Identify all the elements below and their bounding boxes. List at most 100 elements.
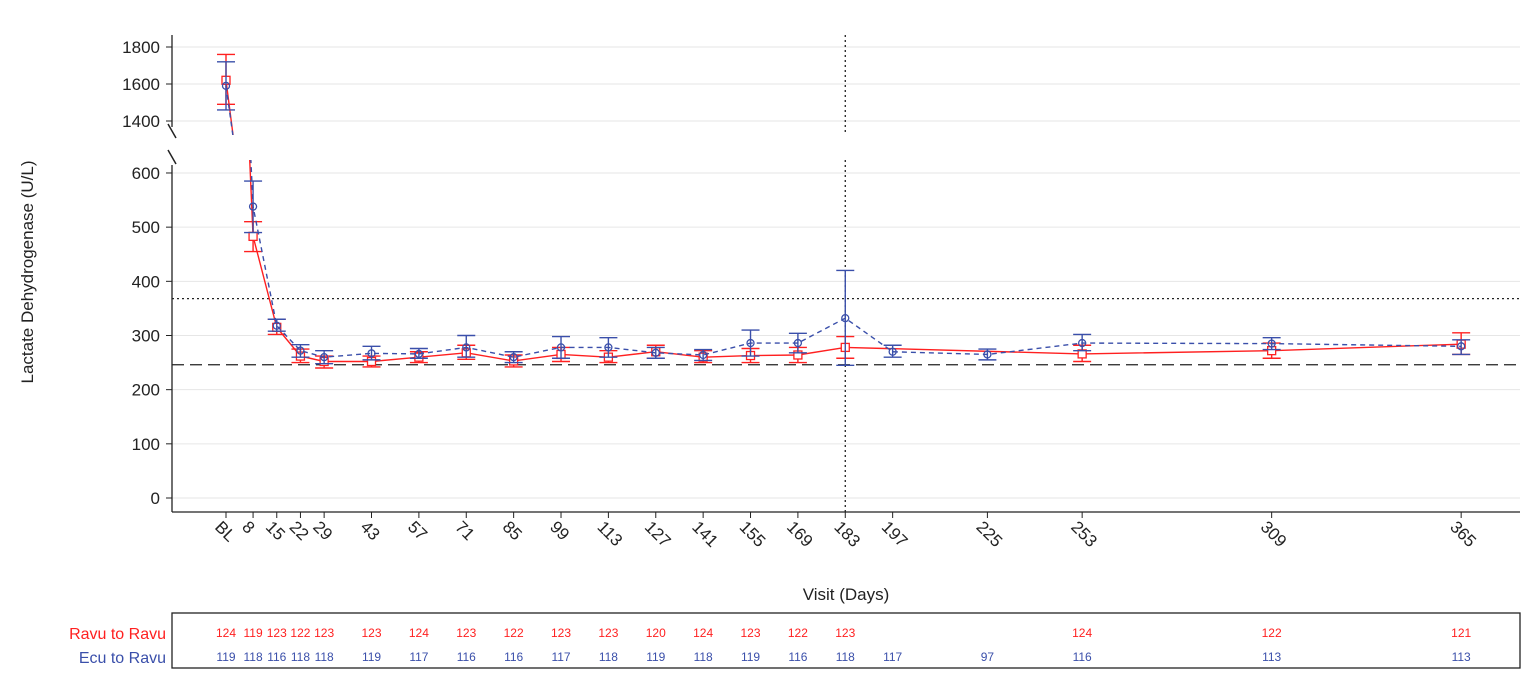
data-point-ecu (698, 350, 708, 360)
x-tick-label: 99 (546, 517, 573, 544)
n-count-ravu: 120 (646, 626, 666, 640)
n-count-ecu: 116 (504, 650, 523, 664)
data-point-ecu (983, 350, 992, 359)
x-tick-label: 183 (830, 517, 863, 550)
data-point-ecu (651, 348, 660, 357)
n-count-ravu: 123 (456, 626, 476, 640)
x-tick-label: 141 (688, 517, 721, 550)
n-count-ecu: 119 (362, 650, 381, 664)
data-point-ecu (221, 81, 231, 90)
n-count-ravu: 121 (1451, 626, 1471, 640)
y-tick-label: 200 (132, 381, 160, 400)
series-line-ravu (225, 80, 234, 135)
n-count-ravu: 123 (835, 626, 855, 640)
y-axis-label: Lactate Dehydrogenase (U/L) (18, 160, 37, 383)
data-point-ecu (1267, 339, 1276, 348)
x-tick-label: 127 (641, 517, 674, 550)
data-point-ecu (296, 346, 305, 355)
x-tick-label: BL (211, 517, 239, 545)
data-point-ecu (556, 343, 566, 352)
data-point-ecu (604, 343, 613, 352)
series-line-ravu (249, 160, 1462, 363)
x-tick-label: 22 (286, 517, 313, 544)
n-count-ecu: 118 (315, 650, 334, 664)
n-count-ravu: 124 (409, 626, 429, 640)
n-count-ravu: 122 (290, 626, 310, 640)
n-count-ravu: 123 (741, 626, 761, 640)
y-tick-label: 1600 (122, 75, 160, 94)
n-count-ravu: 122 (788, 626, 808, 640)
x-tick-label: 225 (973, 517, 1006, 550)
n-count-ecu: 118 (244, 650, 263, 664)
y-tick-label: 400 (132, 272, 160, 291)
n-count-ecu: 117 (883, 650, 902, 664)
y-tick-label: 500 (132, 218, 160, 237)
n-count-ecu: 116 (1073, 650, 1092, 664)
n-count-ravu: 124 (1072, 626, 1092, 640)
n-count-ecu: 113 (1452, 650, 1471, 664)
data-point-ecu (509, 353, 518, 362)
x-tick-label: 43 (357, 517, 384, 544)
n-count-ecu: 116 (788, 650, 807, 664)
x-tick-label: 71 (451, 517, 478, 544)
data-point-ecu (746, 338, 755, 348)
y-tick-label: 1800 (122, 38, 160, 57)
x-tick-label: 15 (262, 517, 289, 544)
data-point-ecu (248, 202, 258, 211)
data-point-ravu (248, 231, 258, 242)
n-count-ravu: 123 (361, 626, 381, 640)
x-tick-label: 155 (736, 517, 769, 550)
n-count-ecu: 117 (409, 650, 428, 664)
data-point-ecu (272, 321, 281, 330)
y-tick-label: 300 (132, 326, 160, 345)
data-point-ecu (1078, 338, 1087, 348)
data-point-ecu (319, 353, 329, 362)
x-axis-label: Visit (Days) (803, 585, 890, 604)
x-tick-label: 197 (878, 517, 911, 550)
data-point-ecu (462, 343, 471, 352)
n-count-ecu: 119 (216, 650, 235, 664)
n-count-ravu: 123 (551, 626, 571, 640)
x-tick-label: 365 (1446, 517, 1479, 550)
n-count-ecu: 97 (981, 650, 995, 664)
data-point-ecu (841, 314, 850, 323)
x-tick-label: 113 (594, 517, 627, 550)
y-tick-label: 1400 (122, 112, 160, 131)
data-point-ecu (414, 349, 424, 359)
axis-break-mark (167, 149, 177, 165)
y-tick-label: 0 (151, 489, 160, 508)
series-line-ecu (225, 85, 234, 135)
n-count-ecu: 118 (836, 650, 855, 664)
x-tick-label: 8 (238, 517, 258, 537)
x-tick-label: 309 (1257, 517, 1290, 550)
x-tick-label: 85 (499, 517, 526, 544)
n-count-ravu: 123 (314, 626, 334, 640)
n-table-box (171, 612, 1521, 669)
series-label-ecu: Ecu to Ravu (79, 650, 166, 667)
n-count-ravu: 124 (216, 626, 236, 640)
n-count-ecu: 116 (267, 650, 286, 664)
n-count-ecu: 118 (291, 650, 310, 664)
n-count-ecu: 118 (599, 650, 618, 664)
x-tick-label: 57 (404, 517, 431, 544)
data-point-ecu (888, 347, 897, 356)
n-count-ecu: 116 (457, 650, 476, 664)
x-tick-label: 253 (1067, 517, 1100, 550)
series-line-ecu (250, 160, 1462, 358)
x-tick-label: 29 (309, 517, 336, 544)
n-count-ravu: 124 (693, 626, 713, 640)
data-point-ecu (793, 338, 803, 348)
x-tick-label: 169 (783, 517, 816, 550)
y-tick-label: 600 (132, 164, 160, 183)
axis-break-mark (167, 123, 177, 139)
data-point-ecu (1457, 342, 1466, 351)
n-count-ravu: 122 (504, 626, 524, 640)
n-count-ravu: 123 (598, 626, 618, 640)
series-label-ravu: Ravu to Ravu (69, 626, 166, 643)
n-count-ecu: 118 (694, 650, 713, 664)
data-point-ecu (367, 349, 376, 358)
n-count-ecu: 113 (1262, 650, 1281, 664)
n-count-ravu: 123 (267, 626, 287, 640)
n-count-ecu: 117 (551, 650, 570, 664)
